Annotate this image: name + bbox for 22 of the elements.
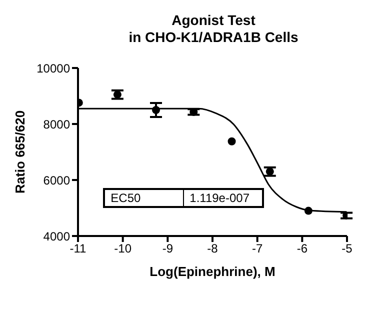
point — [152, 106, 160, 114]
annotation: 1.119e-007 — [182, 190, 262, 206]
x-tick-label: -10 — [114, 242, 132, 256]
y-tick-label: 4000 — [43, 229, 70, 244]
point — [304, 206, 312, 215]
y-axis-title: Ratio 665/620 — [12, 110, 28, 194]
x-tick-label: -7 — [252, 242, 263, 256]
value-table: EC50 1.119e-007 — [102, 188, 264, 208]
x-tick-label: -9 — [162, 242, 174, 256]
y-tick-label: 6000 — [43, 173, 70, 188]
point — [228, 137, 236, 146]
annotation: EC50 — [110, 190, 142, 206]
chart-title: Agonist Test in CHO-K1/ADRA1B Cells — [128, 12, 300, 46]
x-tick-label: -6 — [296, 242, 308, 256]
x-axis-title: Log(Epinephrine), M — [150, 264, 276, 279]
x-tick-label: -8 — [207, 242, 218, 256]
x-tick-label: -5 — [342, 242, 353, 256]
y-tick-label: 10000 — [36, 61, 70, 76]
point — [266, 168, 274, 176]
y-tick-label: 8000 — [43, 117, 70, 132]
x-tick-label: -11 — [70, 242, 87, 256]
point — [113, 90, 122, 99]
